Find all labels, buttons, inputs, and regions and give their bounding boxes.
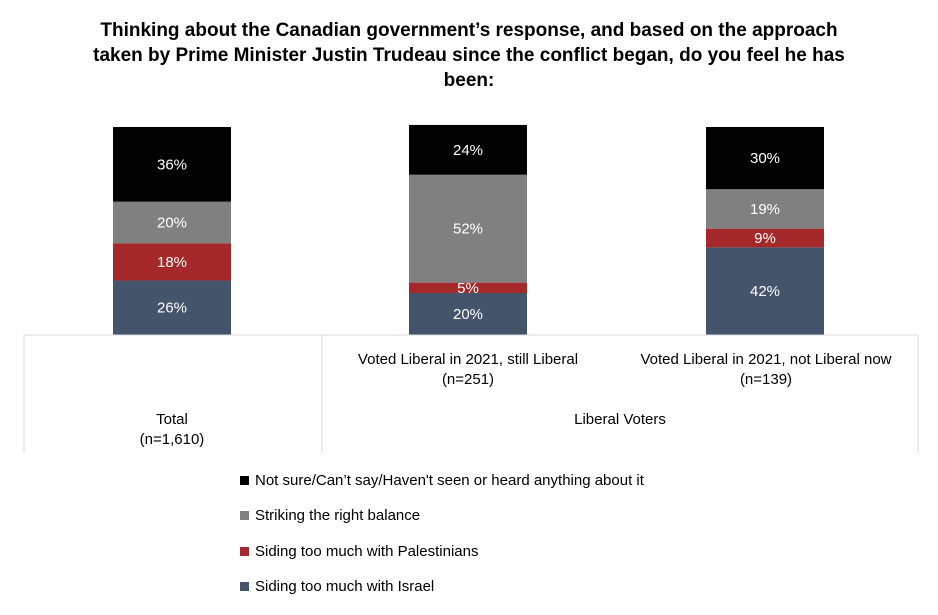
group-label-liberal-voters: Liberal Voters [574, 411, 666, 428]
legend-item-right-balance: Striking the right balance [240, 504, 644, 528]
legend: Not sure/Can’t say/Haven't seen or heard… [240, 468, 644, 610]
bars-layer: 26% 18% 20% 36% 20% 5% 52% 24% 42% 9% 19% 30% [113, 124, 824, 335]
data-label: 20% [157, 214, 187, 231]
category-label-still-liberal: Voted Liberal in 2021, still Liberal (n=… [318, 350, 618, 390]
bar-segment [113, 243, 231, 281]
chart-title: Thinking about the Canadian government’s… [93, 20, 845, 91]
category-axis [23, 334, 919, 453]
bar-segment [409, 174, 527, 283]
legend-item-palestinians: Siding too much with Palestinians [240, 539, 644, 563]
bar-segment [113, 201, 231, 244]
bar-segment [409, 282, 527, 293]
data-label: 36% [157, 156, 187, 173]
category-name: Total [156, 411, 188, 428]
data-label: 5% [457, 280, 479, 297]
category-label-not-liberal-now: Voted Liberal in 2021, not Liberal now (… [615, 350, 917, 390]
legend-swatch [240, 475, 249, 485]
legend-swatch [240, 582, 249, 591]
category-label-total: Total (n=1,610) [72, 410, 272, 450]
legend-swatch [240, 511, 249, 520]
data-label: 42% [750, 283, 780, 300]
bar-segment [706, 247, 824, 335]
data-label: 24% [453, 142, 483, 159]
bar-segment [706, 127, 824, 190]
data-label: 26% [157, 300, 187, 317]
data-label: 30% [750, 150, 780, 167]
bar-segment [706, 228, 824, 248]
legend-label: Siding too much with Israel [255, 578, 435, 595]
category-n: (n=139) [739, 371, 793, 388]
data-label: 18% [157, 254, 187, 271]
category-n: (n=1,610) [139, 431, 205, 448]
category-name: Voted Liberal in 2021, not Liberal now [640, 351, 892, 368]
data-label: 19% [750, 201, 780, 218]
legend-swatch [240, 546, 249, 556]
data-label: 52% [453, 221, 483, 238]
bar-segment [409, 293, 527, 335]
bar-segment [409, 124, 527, 175]
legend-label: Striking the right balance [255, 507, 421, 524]
legend-label: Not sure/Can’t say/Haven't seen or heard… [255, 471, 644, 489]
legend-item-not-sure: Not sure/Can’t say/Haven't seen or heard… [240, 468, 644, 492]
legend-label: Siding too much with Palestinians [255, 542, 479, 560]
bar-segment [113, 127, 231, 202]
data-label: 20% [453, 306, 483, 323]
category-n: (n=251) [441, 371, 495, 388]
data-label: 9% [754, 230, 776, 247]
bar-segment [113, 280, 231, 335]
legend-item-israel: Siding too much with Israel [240, 575, 644, 599]
bar-segment [706, 189, 824, 229]
category-name: Voted Liberal in 2021, still Liberal [357, 351, 579, 368]
